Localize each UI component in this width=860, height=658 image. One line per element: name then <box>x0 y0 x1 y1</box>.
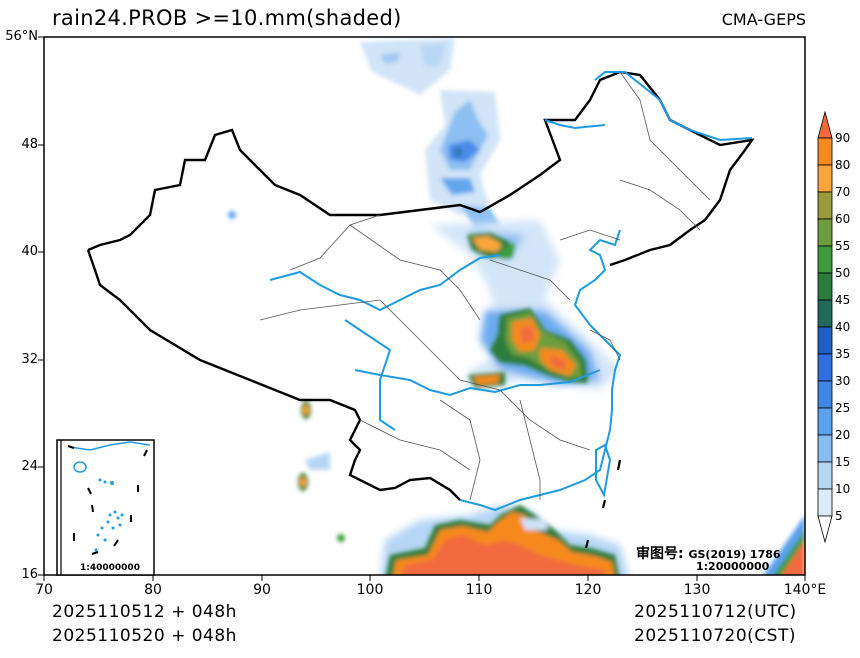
y-tick-16: 16 <box>21 567 38 582</box>
x-tick-100: 100 <box>356 582 384 598</box>
south-china-sea-inset <box>56 439 155 576</box>
init-time-utc: 2025110512 + 048h <box>52 602 237 622</box>
colorbar-label-70: 70 <box>835 185 851 199</box>
colorbar-label-30: 30 <box>835 374 851 388</box>
coastline-rivers <box>269 71 753 512</box>
province-boundaries <box>259 71 711 501</box>
nine-dash-line <box>584 459 622 549</box>
x-tick-70: 70 <box>35 582 53 598</box>
plot-frame <box>43 36 806 576</box>
y-axis-ticks <box>38 36 44 576</box>
colorbar-label-40: 40 <box>835 320 851 334</box>
y-tick-56: 56°N <box>5 29 38 44</box>
colorbar-label-20: 20 <box>835 428 851 442</box>
x-axis-ticks <box>43 575 806 581</box>
valid-time-utc: 2025110712(UTC) <box>634 602 797 622</box>
x-tick-140: 140°E <box>783 582 827 598</box>
approval-code: GS(2019) 1786 <box>688 548 781 561</box>
colorbar-label-45: 45 <box>835 293 851 307</box>
x-tick-120: 120 <box>574 582 602 598</box>
main-map-scale: 1:20000000 <box>696 560 770 573</box>
x-tick-90: 90 <box>253 582 271 598</box>
map-approval-number: 审图号: GS(2019) 1786 <box>636 543 781 563</box>
colorbar-label-90: 90 <box>835 131 851 145</box>
x-tick-110: 110 <box>465 582 493 598</box>
model-source-label: CMA-GEPS <box>721 10 806 29</box>
y-tick-24: 24 <box>21 459 38 474</box>
colorbar-label-35: 35 <box>835 347 851 361</box>
approval-label: 审图号: <box>636 546 684 562</box>
colorbar-label-55: 55 <box>835 239 851 253</box>
colorbar <box>817 110 833 544</box>
colorbar-label-25: 25 <box>835 401 851 415</box>
country-boundary <box>86 70 755 501</box>
x-tick-80: 80 <box>144 582 162 598</box>
colorbar-label-80: 80 <box>835 158 851 172</box>
chart-title: rain24.PROB >=10.mm(shaded) <box>52 6 402 30</box>
colorbar-label-5: 5 <box>835 509 843 523</box>
colorbar-label-15: 15 <box>835 455 851 469</box>
y-tick-32: 32 <box>21 352 38 367</box>
inset-map-scale: 1:40000000 <box>80 563 140 573</box>
y-tick-48: 48 <box>21 137 38 152</box>
x-tick-130: 130 <box>683 582 711 598</box>
colorbar-label-10: 10 <box>835 482 851 496</box>
valid-time-cst: 2025110720(CST) <box>634 626 796 646</box>
precip-shading <box>228 38 805 575</box>
colorbar-label-60: 60 <box>835 212 851 226</box>
colorbar-label-50: 50 <box>835 266 851 280</box>
y-tick-40: 40 <box>21 244 38 259</box>
init-time-cst: 2025110520 + 048h <box>52 626 237 646</box>
